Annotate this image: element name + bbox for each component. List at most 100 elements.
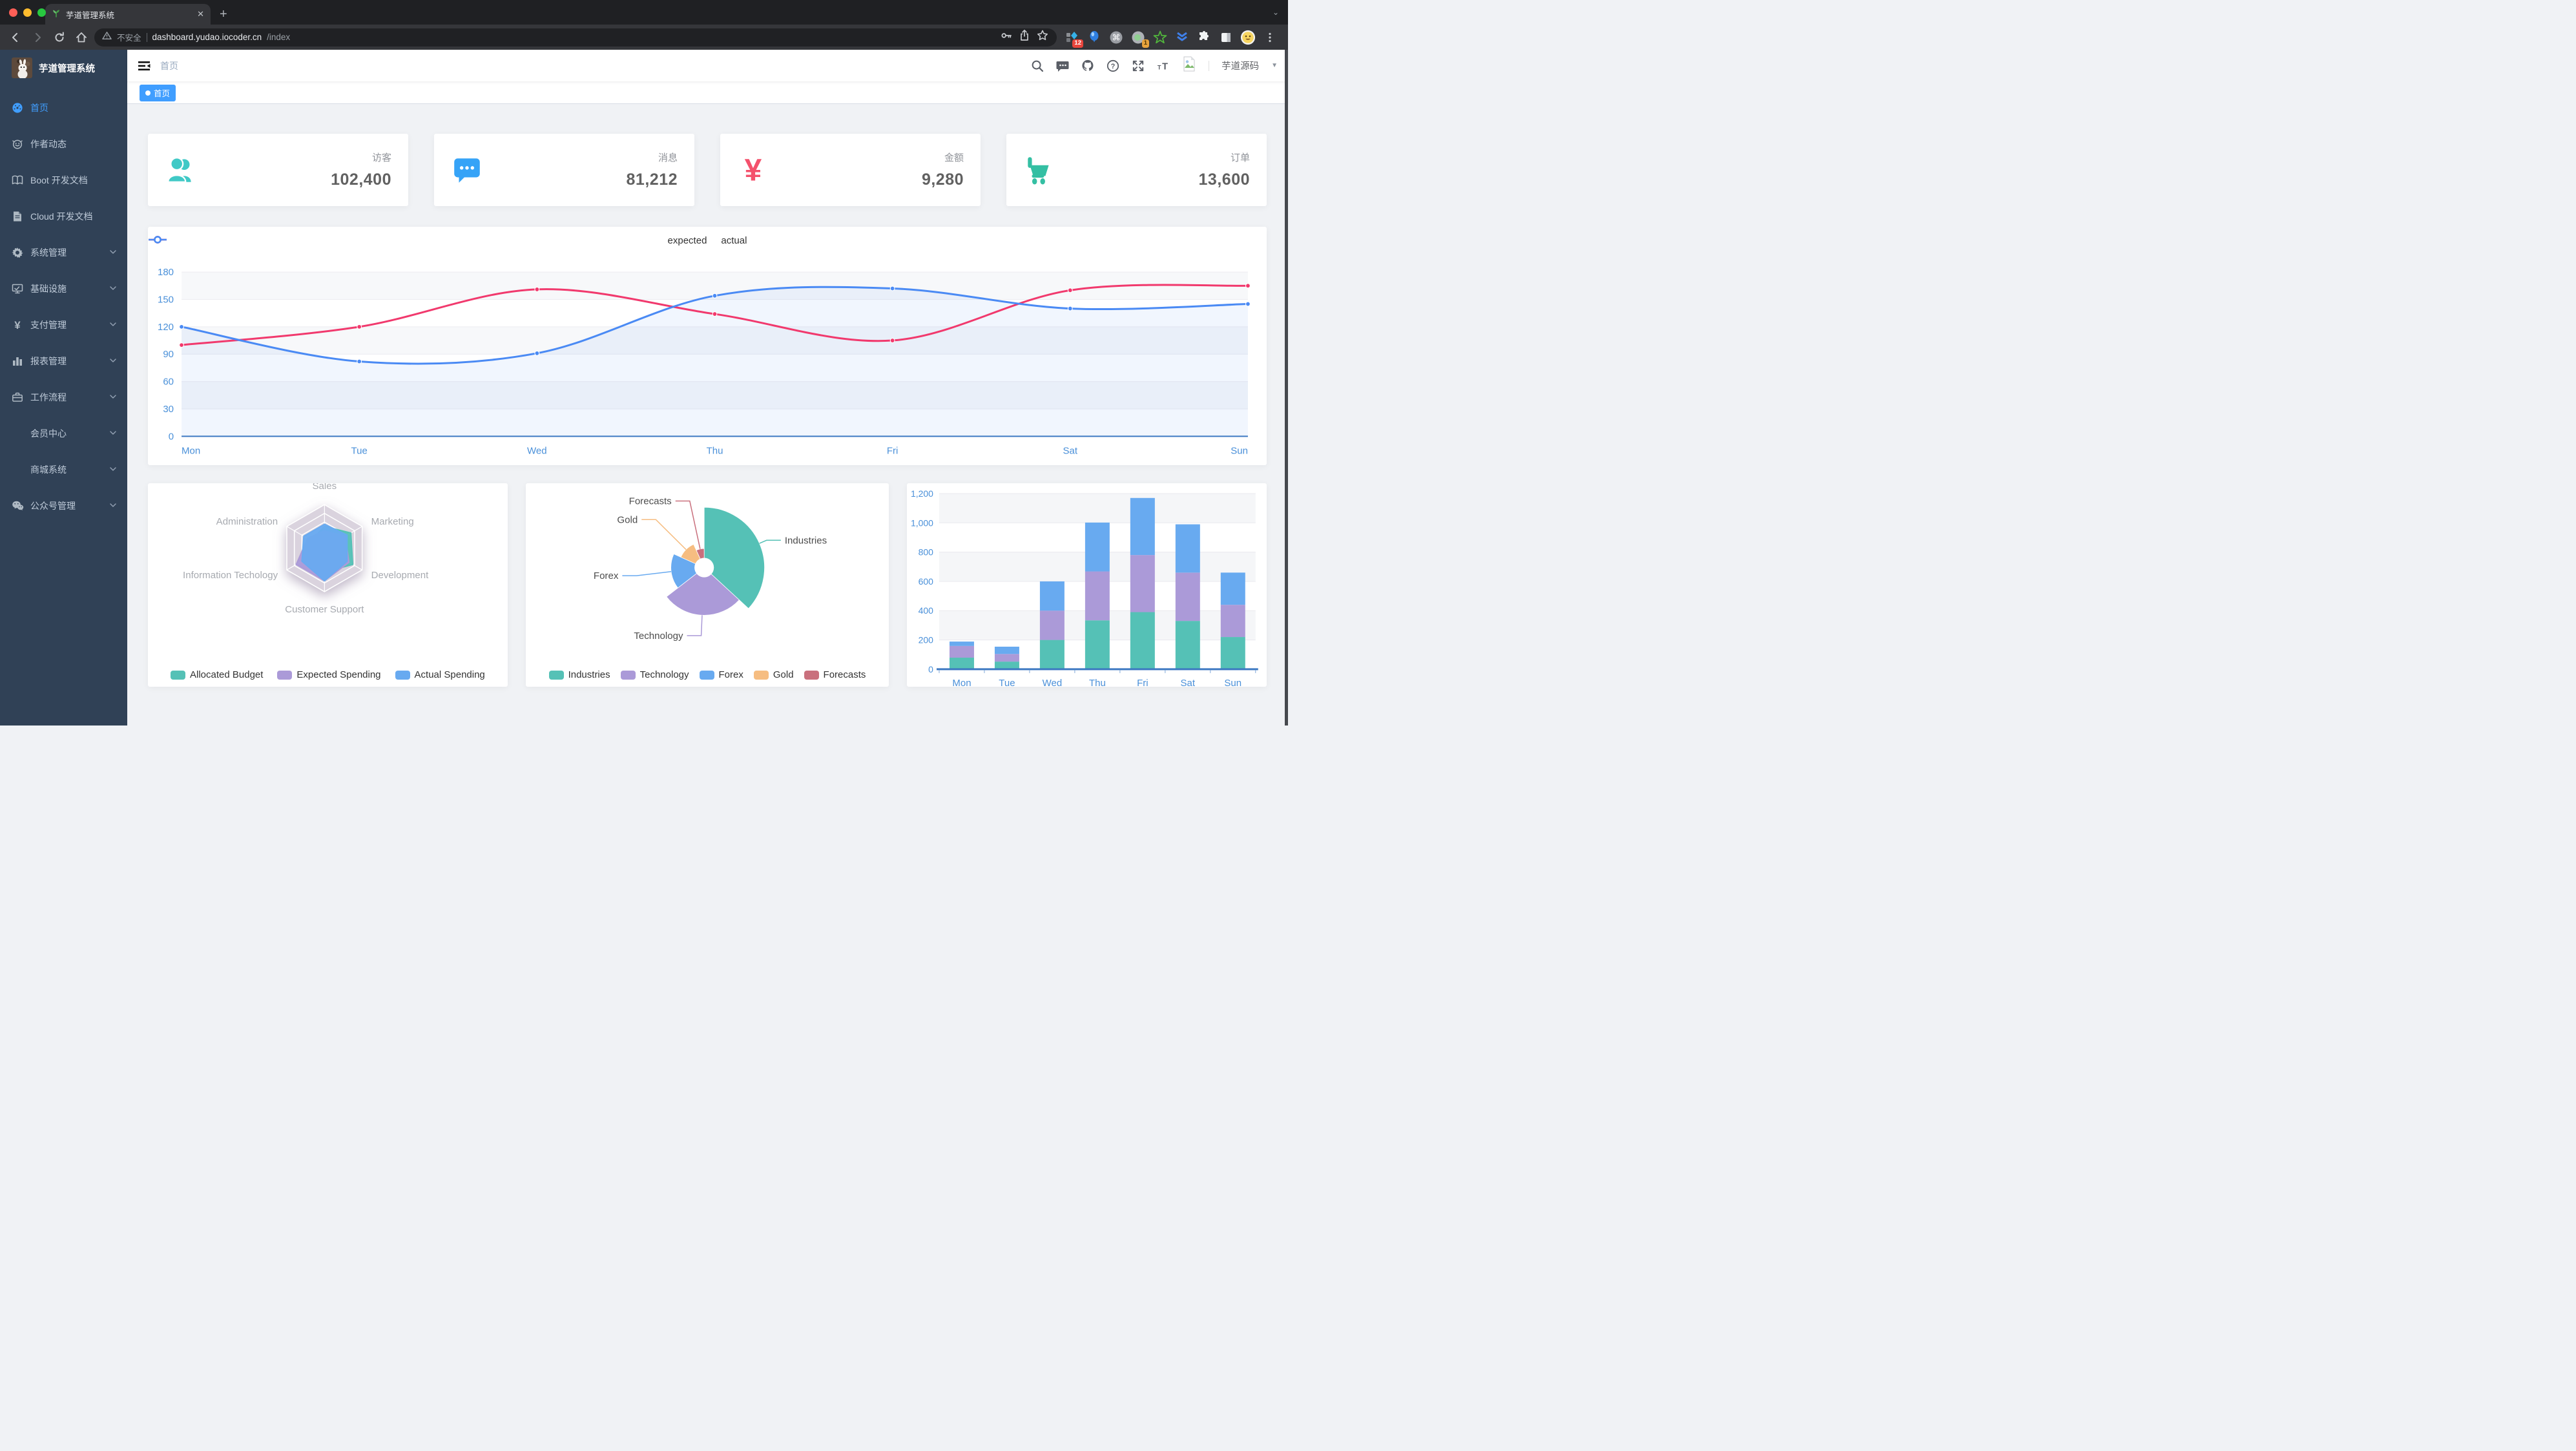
search-icon[interactable] (1031, 59, 1044, 72)
pie-chart-card: Industries Technology Forex Gold Forecasts I… (525, 483, 889, 687)
pie-chart-legend[interactable]: Industries Technology Forex Gold Forecasts (526, 669, 889, 680)
side-panel-icon[interactable] (1218, 30, 1234, 45)
breadcrumb[interactable]: 首页 (160, 60, 178, 71)
tag-home[interactable]: 首页 (140, 84, 176, 101)
chevron-down-icon (109, 247, 117, 258)
bookmark-star-icon[interactable] (1036, 29, 1049, 45)
sidebar-item-0[interactable]: 首页 (0, 90, 127, 126)
pie-chart[interactable]: Industries Technology Forex Gold Forecasts (526, 483, 889, 687)
forward-icon[interactable] (28, 28, 47, 47)
sidebar-item-1[interactable]: 作者动态 (0, 126, 127, 162)
sidebar-item-9[interactable]: 会员中心 (0, 415, 127, 452)
user-name[interactable]: 芋道源码 (1221, 61, 1260, 72)
profile-avatar[interactable] (1240, 30, 1256, 45)
extensions-puzzle-icon[interactable] (1196, 30, 1212, 45)
legend-item[interactable]: Technology (620, 669, 689, 680)
extension-chevrons-icon[interactable] (1174, 30, 1190, 45)
extensions-row: 12 ⌘ 1 (1061, 30, 1282, 48)
bar-chart-card: 0 200 400 600 800 1,000 1,200 Mon Tue Wed Thu Fri Sa… (907, 483, 1267, 687)
user-avatar-broken-image-icon[interactable] (1182, 56, 1196, 76)
sidebar: 芋道管理系统 首页作者动态 Boot 开发文档 Cloud 开发文档 系统管理 基础设施… (0, 50, 127, 725)
extension-star-icon[interactable] (1152, 30, 1168, 45)
svg-text:Technology: Technology (634, 631, 683, 642)
legend-label: Industries (568, 669, 610, 680)
svg-text:⌘: ⌘ (1112, 32, 1121, 42)
sidebar-item-5[interactable]: 基础设施 (0, 271, 127, 307)
address-bar[interactable]: 不安全 dashboard.yudao.iocoder.cn/index (94, 28, 1057, 47)
legend-label: Forecasts (823, 669, 866, 680)
extension-balloon-icon[interactable] (1086, 30, 1102, 45)
legend-item[interactable]: Forecasts (804, 669, 866, 680)
hamburger-icon[interactable] (137, 59, 151, 73)
sidebar-logo[interactable]: 芋道管理系统 (0, 50, 127, 86)
line-chart[interactable]: 0 30 60 90 120 150 180 Mon Tue Wed Thu Fri Sat Sun (148, 227, 1267, 465)
legend-item[interactable]: Gold (753, 669, 794, 680)
bar-chart[interactable]: 0 200 400 600 800 1,000 1,200 Mon Tue Wed Thu Fri Sa… (907, 483, 1267, 687)
sidebar-item-label: 首页 (30, 103, 48, 113)
password-key-icon[interactable] (1000, 29, 1013, 45)
help-icon[interactable]: ? (1106, 59, 1119, 72)
back-icon[interactable] (6, 28, 25, 47)
message-icon[interactable] (1056, 59, 1069, 72)
sidebar-item-8[interactable]: 工作流程 (0, 379, 127, 415)
stat-card-3[interactable]: 订单 13,600 (1006, 134, 1267, 206)
caret-down-icon[interactable]: ▼ (1271, 62, 1278, 69)
legend-item[interactable]: Allocated Budget (171, 669, 263, 680)
tag-label: 首页 (154, 89, 171, 98)
legend-item[interactable]: Industries (548, 669, 610, 680)
close-window-button[interactable] (9, 8, 17, 17)
reload-icon[interactable] (50, 28, 68, 47)
github-icon[interactable] (1081, 59, 1094, 72)
sidebar-item-7[interactable]: 报表管理 (0, 343, 127, 379)
sidebar-item-4[interactable]: 系统管理 (0, 235, 127, 271)
svg-text:Thu: Thu (1089, 678, 1106, 687)
dashboard-content: 访客 102,400 消息 81,212 ¥ 金额 9,280 订单 13,600 expect… (127, 104, 1288, 725)
fullscreen-icon[interactable] (1132, 59, 1145, 72)
legend-swatch (277, 670, 293, 680)
line-chart-card: expected actual 0 30 60 90 120 150 180 Mon Tue Wed… (148, 227, 1267, 465)
tab-close-icon[interactable]: ✕ (197, 9, 204, 19)
chevron-down-icon (109, 284, 117, 294)
stat-card-2[interactable]: ¥ 金额 9,280 (720, 134, 981, 206)
zoom-window-button[interactable] (37, 8, 46, 17)
radar-chart[interactable]: Sales Marketing Development Customer Suppor… (148, 483, 508, 688)
share-icon[interactable] (1018, 29, 1031, 45)
svg-text:Thu: Thu (707, 445, 723, 456)
legend-item[interactable]: Actual Spending (395, 669, 485, 680)
security-label[interactable]: 不安全 (117, 34, 141, 43)
stat-card-0[interactable]: 访客 102,400 (148, 134, 408, 206)
stat-card-1[interactable]: 消息 81,212 (434, 134, 694, 206)
sidebar-item-10[interactable]: 商城系统 (0, 452, 127, 488)
extension-command-icon[interactable]: ⌘ (1108, 30, 1124, 45)
document-icon (12, 211, 23, 222)
legend-item[interactable]: Expected Spending (277, 669, 381, 680)
sidebar-item-3[interactable]: Cloud 开发文档 (0, 198, 127, 235)
sidebar-item-11[interactable]: 公众号管理 (0, 488, 127, 524)
svg-text:Mon: Mon (953, 678, 971, 687)
minimize-window-button[interactable] (23, 8, 32, 17)
legend-item[interactable]: Forex (699, 669, 743, 680)
tab-search-icon[interactable]: ⌄ (1272, 8, 1279, 17)
stat-label: 金额 (944, 152, 964, 163)
svg-text:Development: Development (371, 570, 430, 581)
sidebar-item-6[interactable]: ¥ 支付管理 (0, 307, 127, 343)
app-logo-avatar (12, 57, 32, 78)
legend-label: Actual Spending (414, 669, 485, 680)
browser-menu-icon[interactable] (1262, 30, 1278, 45)
extension-record-icon[interactable]: 1 (1130, 30, 1149, 48)
new-tab-button[interactable]: + (220, 7, 227, 21)
home-icon[interactable] (72, 28, 90, 47)
svg-text:0: 0 (928, 664, 933, 674)
browser-tab[interactable]: 芋道管理系统 ✕ (45, 4, 211, 25)
line-chart-legend[interactable]: expected actual (148, 235, 1267, 246)
dashboard-icon (12, 102, 23, 114)
radar-chart-legend[interactable]: Allocated Budget Expected Spending Actual … (148, 669, 508, 680)
chevron-down-icon (109, 501, 117, 511)
extension-grid-icon[interactable]: 12 (1065, 30, 1083, 48)
legend-item[interactable]: actual (149, 235, 747, 246)
svg-text:T: T (1162, 61, 1168, 72)
svg-text:Tue: Tue (351, 445, 368, 456)
sidebar-item-2[interactable]: Boot 开发文档 (0, 162, 127, 198)
legend-item[interactable]: expected (149, 235, 707, 246)
